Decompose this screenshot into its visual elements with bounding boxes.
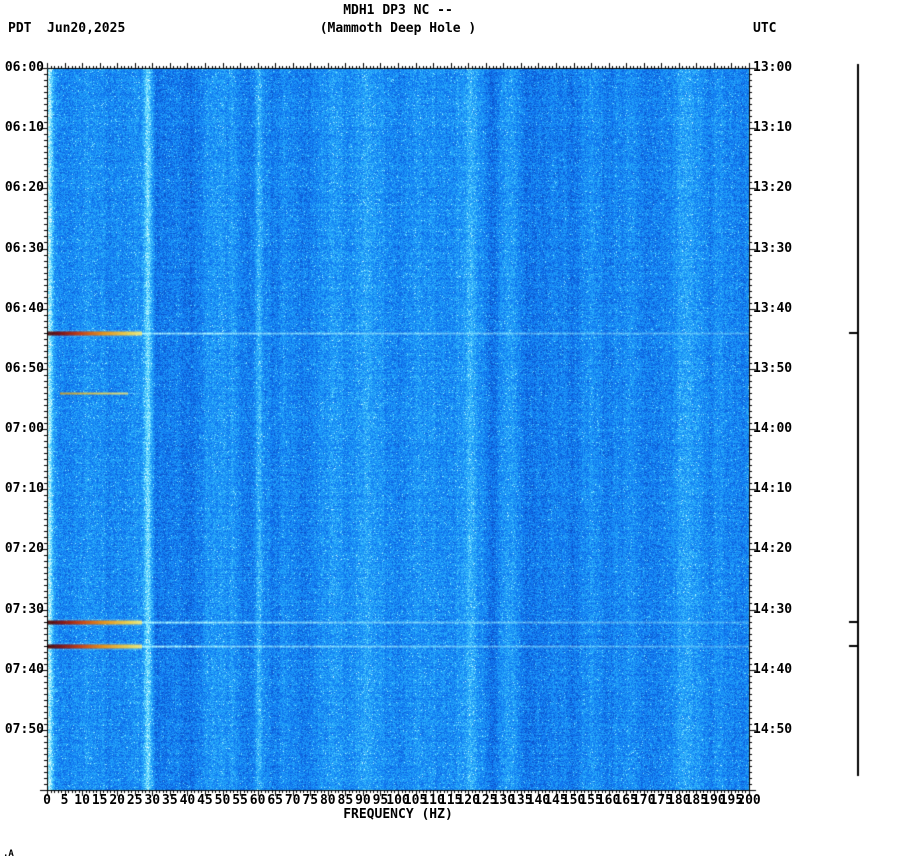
freq-tick-label: 185: [684, 793, 709, 808]
freq-tick-label: 125: [474, 793, 498, 808]
freq-tick-label: 40: [179, 793, 196, 808]
date-label: Jun20,2025: [47, 21, 126, 36]
right-time-label: 14:20: [753, 541, 793, 557]
right-time-label: 13:30: [753, 240, 793, 256]
freq-tick-label: 5: [60, 793, 69, 808]
left-time-label: 06:40: [4, 300, 44, 316]
freq-tick-label: 70: [284, 793, 301, 808]
station-subtitle: (Mammoth Deep Hole ): [319, 21, 477, 36]
freq-tick-label: 25: [126, 793, 143, 808]
left-time-label: 06:20: [4, 180, 44, 196]
freq-tick-label: 15: [91, 793, 108, 808]
freq-tick-label: 30: [144, 793, 161, 808]
freq-tick-label: 190: [702, 793, 726, 808]
right-time-label: 13:00: [753, 60, 793, 75]
freq-tick-label: 140: [526, 793, 551, 808]
freq-tick-label: 100: [386, 793, 410, 808]
freq-tick-label: 50: [214, 793, 231, 808]
freq-tick-label: 110: [421, 793, 445, 808]
x-axis-title: FREQUENCY (HZ): [343, 807, 453, 822]
left-time-label: 06:30: [4, 240, 44, 256]
right-time-label: 14:00: [753, 421, 793, 436]
freq-tick-label: 45: [197, 793, 213, 808]
freq-tick-label: 105: [403, 793, 428, 808]
left-time-label: 06:10: [4, 120, 44, 136]
right-time-label: 13:50: [753, 360, 793, 376]
freq-tick-label: 20: [109, 793, 126, 808]
freq-tick-label: 120: [456, 793, 480, 808]
right-time-label: 13:20: [753, 180, 793, 196]
right-time-label: 13:10: [753, 120, 793, 136]
left-time-label: 07:30: [4, 601, 44, 617]
timezone-left-label: PDT: [8, 21, 32, 36]
freq-tick-label: 170: [631, 793, 656, 808]
right-time-label: 14:50: [753, 721, 793, 737]
freq-tick-label: 85: [337, 793, 354, 808]
station-title: MDH1 DP3 NC --: [343, 3, 453, 18]
left-time-label: 06:00: [4, 60, 44, 75]
freq-tick-label: 80: [319, 793, 336, 808]
freq-tick-label: 35: [162, 793, 178, 808]
freq-tick-label: 55: [232, 793, 248, 808]
left-time-label: 07:20: [4, 541, 44, 557]
freq-tick-label: 165: [614, 793, 638, 808]
freq-tick-label: 200: [737, 793, 761, 808]
freq-tick-label: 145: [544, 793, 568, 808]
freq-tick-label: 115: [438, 793, 463, 808]
freq-tick-label: 195: [719, 793, 744, 808]
right-time-label: 14:40: [753, 661, 793, 677]
left-time-label: 07:50: [4, 721, 44, 737]
left-time-label: 06:50: [4, 360, 44, 376]
freq-tick-label: 130: [491, 793, 516, 808]
left-time-label: 07:10: [4, 481, 44, 497]
freq-tick-label: 135: [509, 793, 533, 808]
left-time-label: 07:00: [4, 421, 44, 436]
freq-tick-label: 10: [74, 793, 90, 808]
freq-tick-label: 0: [43, 793, 51, 808]
freq-tick-label: 180: [667, 793, 691, 808]
freq-tick-label: 90: [355, 793, 371, 808]
right-time-label: 14:30: [753, 601, 793, 617]
freq-tick-label: 95: [372, 793, 389, 808]
freq-tick-label: 155: [579, 793, 603, 808]
footer-mark: .A: [3, 849, 14, 859]
right-time-label: 13:40: [753, 300, 793, 316]
freq-tick-label: 175: [649, 793, 673, 808]
freq-tick-label: 65: [267, 793, 283, 808]
timezone-right-label: UTC: [753, 21, 777, 36]
freq-tick-label: 150: [561, 793, 586, 808]
freq-tick-label: 75: [302, 793, 319, 808]
right-time-label: 14:10: [753, 481, 793, 497]
freq-tick-label: 160: [596, 793, 621, 808]
freq-tick-label: 60: [249, 793, 266, 808]
left-time-label: 07:40: [4, 661, 44, 677]
